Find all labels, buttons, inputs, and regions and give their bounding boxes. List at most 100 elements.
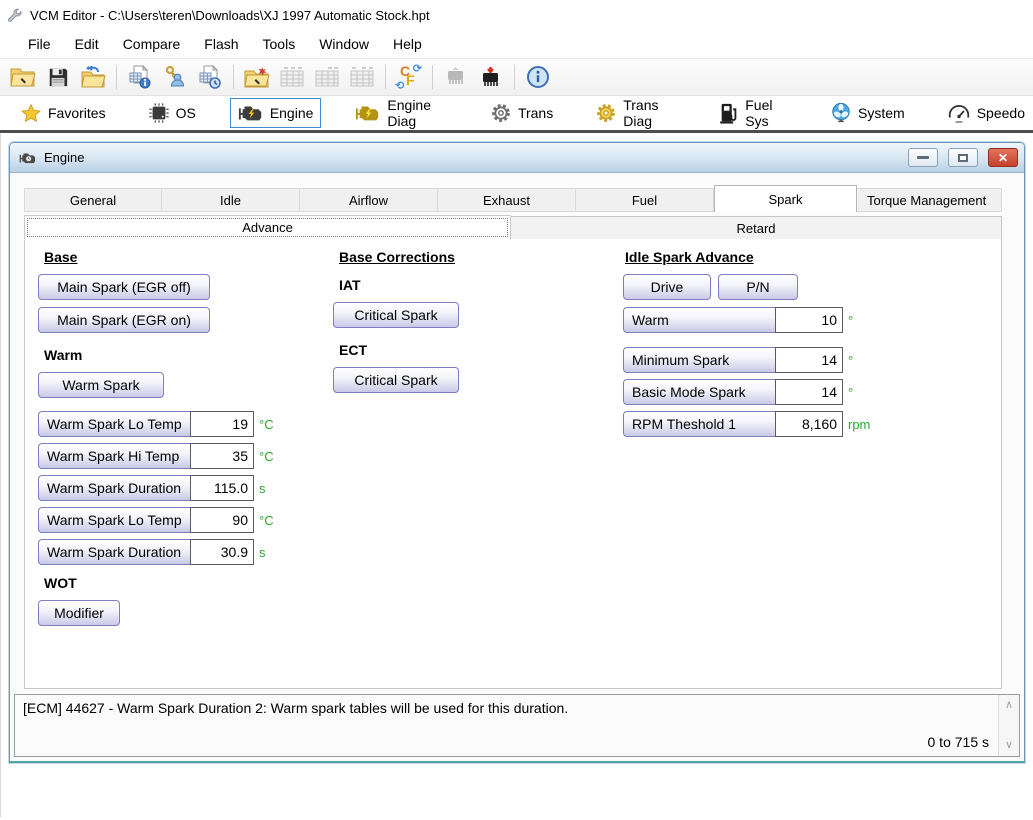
field-basic-mode-spark: Basic Mode Spark 14 ° [623, 379, 923, 405]
field-rpm-theshold-1: RPM Theshold 1 8,160 rpm [623, 411, 923, 437]
nav-engine[interactable]: Engine [229, 98, 322, 128]
menu-help[interactable]: Help [393, 36, 422, 52]
field-minimum-spark: Minimum Spark 14 ° [623, 347, 923, 373]
nav-trans-diag[interactable]: Trans Diag [587, 92, 685, 134]
fan-icon [830, 102, 852, 124]
tab-exhaust[interactable]: Exhaust [438, 188, 576, 212]
file-history-icon[interactable] [195, 62, 225, 92]
nav-label: Engine Diag [387, 97, 431, 129]
advance-page: Base Main Spark (EGR off) Main Spark (EG… [24, 239, 1002, 689]
tab-idle[interactable]: Idle [162, 188, 300, 212]
field-value[interactable]: 115.0 [190, 475, 254, 501]
tab-general[interactable]: General [24, 188, 162, 212]
app-titlebar: VCM Editor - C:\Users\teren\Downloads\XJ… [0, 0, 1033, 30]
field-value[interactable]: 14 [775, 379, 843, 405]
nav-label: Fuel Sys [745, 97, 773, 129]
subtab-retard[interactable]: Retard [511, 216, 1002, 240]
field-value[interactable]: 8,160 [775, 411, 843, 437]
menu-compare[interactable]: Compare [122, 36, 181, 52]
main-spark-egr-off-button[interactable]: Main Spark (EGR off) [38, 274, 210, 300]
compare-file-icon[interactable] [242, 62, 272, 92]
description-scrollbar[interactable]: ∧ ∨ [998, 695, 1019, 756]
unit-toggle-cf-icon[interactable]: C F ⟳ ⟲ [395, 63, 422, 92]
menu-flash[interactable]: Flash [204, 36, 239, 52]
menu-tools[interactable]: Tools [262, 36, 296, 52]
minimize-button[interactable] [908, 148, 938, 167]
info-icon[interactable] [523, 62, 553, 92]
wot-heading: WOT [44, 575, 77, 591]
license-icon[interactable] [160, 62, 190, 92]
ect-critical-spark-button[interactable]: Critical Spark [333, 367, 459, 393]
subtab-advance[interactable]: Advance [24, 215, 511, 240]
menu-edit[interactable]: Edit [74, 36, 99, 52]
tab-airflow[interactable]: Airflow [300, 188, 438, 212]
field-warm-spark-lo-temp-1: Warm Spark Lo Temp 19 °C [38, 411, 330, 437]
minimize-icon [917, 156, 929, 159]
field-value[interactable]: 35 [190, 443, 254, 469]
nav-label: Engine [269, 105, 314, 121]
field-unit: rpm [848, 416, 871, 432]
modifier-button[interactable]: Modifier [38, 600, 120, 626]
field-warm-spark-duration-2: Warm Spark Duration 30.9 s [38, 539, 330, 565]
close-button[interactable]: ✕ [988, 148, 1018, 167]
field-label-button[interactable]: Warm Spark Hi Temp [38, 443, 190, 469]
spark-subtabstrip: Advance Retard [24, 215, 1002, 240]
field-label-button[interactable]: Minimum Spark [623, 347, 775, 373]
toolbar-separator [385, 65, 386, 89]
save-icon[interactable] [43, 62, 73, 92]
tab-torque-management[interactable]: Torque Management [857, 188, 1002, 212]
revert-file-icon[interactable] [78, 62, 108, 92]
table-icon-disabled [277, 62, 307, 92]
field-value[interactable]: 90 [190, 507, 254, 533]
nav-os[interactable]: OS [140, 97, 204, 129]
nav-engine-diag[interactable]: Engine Diag [347, 92, 456, 134]
tab-fuel[interactable]: Fuel [576, 188, 714, 212]
pn-button[interactable]: P/N [718, 274, 798, 300]
field-label-button[interactable]: Warm Spark Lo Temp [38, 507, 190, 533]
field-value[interactable]: 14 [775, 347, 843, 373]
mdi-area: Engine ✕ General Idle Airflow Exhaust Fu… [0, 133, 1033, 817]
field-label-button[interactable]: Warm Spark Lo Temp [38, 411, 190, 437]
menu-bar: File Edit Compare Flash Tools Window Hel… [0, 30, 1033, 58]
table-icon-disabled [347, 62, 377, 92]
menu-window[interactable]: Window [319, 36, 369, 52]
engine-window-titlebar[interactable]: Engine ✕ [10, 143, 1024, 173]
scroll-up-icon[interactable]: ∧ [1004, 699, 1014, 711]
field-value[interactable]: 19 [190, 411, 254, 437]
drive-button[interactable]: Drive [623, 274, 711, 300]
file-info-icon[interactable] [125, 62, 155, 92]
field-label-button[interactable]: Warm Spark Duration [38, 475, 190, 501]
nav-label: Trans Diag [623, 97, 659, 129]
idle-spark-advance-section: Idle Spark Advance Drive P/N Warm 10 ° M… [623, 247, 923, 443]
iat-critical-spark-button[interactable]: Critical Spark [333, 302, 459, 328]
value-range: 0 to 715 s [927, 734, 990, 750]
field-label-button[interactable]: RPM Theshold 1 [623, 411, 775, 437]
restore-icon [958, 153, 968, 162]
nav-speedo[interactable]: Speedo [939, 97, 1033, 129]
field-value[interactable]: 30.9 [190, 539, 254, 565]
open-file-icon[interactable] [8, 62, 38, 92]
nav-label: Trans [517, 105, 554, 121]
nav-trans[interactable]: Trans [482, 97, 561, 129]
scroll-down-icon[interactable]: ∨ [1004, 739, 1014, 751]
write-vehicle-icon[interactable] [476, 62, 506, 92]
field-label-button[interactable]: Warm Spark Duration [38, 539, 190, 565]
nav-favorites[interactable]: Favorites [12, 98, 114, 129]
field-label-button[interactable]: Basic Mode Spark [623, 379, 775, 405]
read-vehicle-icon-disabled [441, 62, 471, 92]
toolbar-separator [432, 65, 433, 89]
iat-heading: IAT [339, 277, 361, 293]
base-heading: Base [44, 249, 78, 265]
tab-spark[interactable]: Spark [714, 185, 857, 212]
toolbar: C F ⟳ ⟲ [0, 58, 1033, 96]
restore-button[interactable] [948, 148, 978, 167]
warm-spark-button[interactable]: Warm Spark [38, 372, 164, 398]
nav-system[interactable]: System [822, 97, 913, 129]
field-label-button[interactable]: Warm [623, 307, 775, 333]
menu-file[interactable]: File [28, 36, 51, 52]
engine-diag-icon [355, 103, 381, 123]
nav-fuel-sys[interactable]: Fuel Sys [711, 92, 796, 134]
parameter-description: [ECM] 44627 - Warm Spark Duration 2: War… [23, 700, 569, 716]
main-spark-egr-on-button[interactable]: Main Spark (EGR on) [38, 307, 210, 333]
field-value[interactable]: 10 [775, 307, 843, 333]
